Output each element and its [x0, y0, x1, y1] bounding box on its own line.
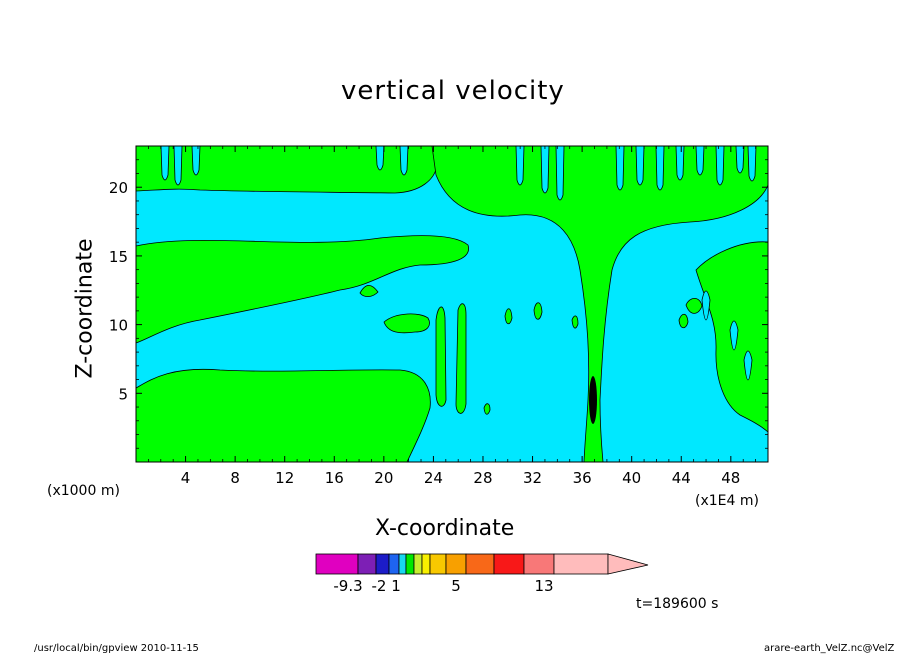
positive-region — [685, 297, 703, 314]
downdraft-core — [589, 376, 597, 424]
x-tick-label: 32 — [523, 469, 542, 487]
contour-field — [135, 145, 769, 463]
y-tick-label: 15 — [109, 248, 128, 266]
colorbar-bin — [375, 553, 390, 575]
x-tick-label: 36 — [573, 469, 592, 487]
colorbar-tick-label: -2 — [372, 577, 387, 595]
colorbar-tick-label: 13 — [534, 577, 553, 595]
negative-finger — [173, 145, 183, 186]
x-tick-label: 12 — [275, 469, 294, 487]
colorbar-bin — [465, 553, 495, 575]
negative-finger — [375, 145, 385, 171]
positive-region — [135, 368, 431, 463]
colorbar-bin — [445, 553, 467, 575]
x-tick-label: 8 — [230, 469, 240, 487]
x-axis-title: X-coordinate — [375, 516, 515, 541]
x-unit-left: (x1000 m) — [47, 483, 120, 499]
negative-finger — [695, 145, 705, 176]
positive-region — [135, 145, 438, 194]
positive-region — [455, 303, 467, 414]
negative-finger — [675, 145, 685, 181]
negative-finger — [515, 145, 525, 186]
colorbar-bin — [493, 553, 525, 575]
colorbar-bin — [388, 553, 400, 575]
positive-region — [383, 313, 430, 334]
x-ticks: 4 8 12 16 20 24 28 32 36 40 44 48 — [147, 146, 757, 487]
negative-finger — [191, 145, 201, 176]
colorbar-tick-label: 1 — [391, 577, 401, 595]
colorbar-tick-label: -9.3 — [333, 577, 362, 595]
positive-region — [571, 315, 579, 329]
negative-finger — [399, 145, 409, 176]
y-tick-label: 5 — [118, 385, 128, 403]
negative-finger — [615, 145, 625, 191]
negative-finger — [729, 320, 739, 351]
footer-left: /usr/local/bin/gpview 2010-11-15 — [34, 643, 199, 654]
negative-finger — [635, 145, 645, 186]
negative-finger — [540, 145, 550, 194]
negative-finger — [735, 145, 745, 174]
colorbar-bin — [413, 553, 423, 575]
footer-right: arare-earth_VelZ.nc@VelZ — [764, 643, 895, 654]
colorbar: -9.3 -2 1 5 13 — [315, 553, 649, 595]
x-tick-label: 24 — [424, 469, 443, 487]
negative-finger — [715, 145, 725, 186]
positive-region — [504, 308, 513, 325]
y-ticks: 5 10 15 20 — [109, 159, 768, 449]
colorbar-tick-label: 5 — [451, 577, 461, 595]
colorbar-bin — [315, 553, 359, 575]
colorbar-bin — [421, 553, 431, 575]
colorbar-bin — [405, 553, 415, 575]
colorbar-bin — [357, 553, 377, 575]
positive-region — [533, 302, 543, 320]
x-unit-right: (x1E4 m) — [695, 493, 759, 509]
x-tick-label: 48 — [721, 469, 740, 487]
positive-region — [135, 235, 469, 344]
negative-finger — [701, 290, 711, 321]
positive-region — [359, 284, 379, 298]
x-tick-label: 16 — [325, 469, 344, 487]
negative-finger — [747, 145, 757, 182]
y-tick-label: 20 — [109, 179, 128, 197]
x-tick-label: 28 — [473, 469, 492, 487]
x-tick-label: 20 — [374, 469, 393, 487]
colorbar-bin — [429, 553, 447, 575]
x-tick-label: 4 — [181, 469, 191, 487]
negative-finger — [743, 350, 753, 381]
negative-finger — [160, 145, 170, 181]
colorbar-bin — [553, 553, 609, 575]
positive-region — [483, 403, 491, 415]
y-axis-title: Z-coordinate — [72, 238, 98, 379]
colorbar-bin — [398, 553, 407, 575]
x-tick-label: 40 — [622, 469, 641, 487]
negative-finger — [655, 145, 665, 191]
negative-finger — [555, 145, 565, 201]
positive-region — [435, 306, 447, 407]
positive-region — [678, 313, 689, 329]
chart-title: vertical velocity — [341, 76, 565, 106]
x-tick-label: 44 — [672, 469, 691, 487]
colorbar-bin — [523, 553, 555, 575]
y-tick-label: 10 — [109, 317, 128, 335]
time-label: t=189600 s — [636, 596, 719, 612]
colorbar-extend-arrow — [607, 553, 649, 575]
plot-frame — [135, 145, 769, 463]
